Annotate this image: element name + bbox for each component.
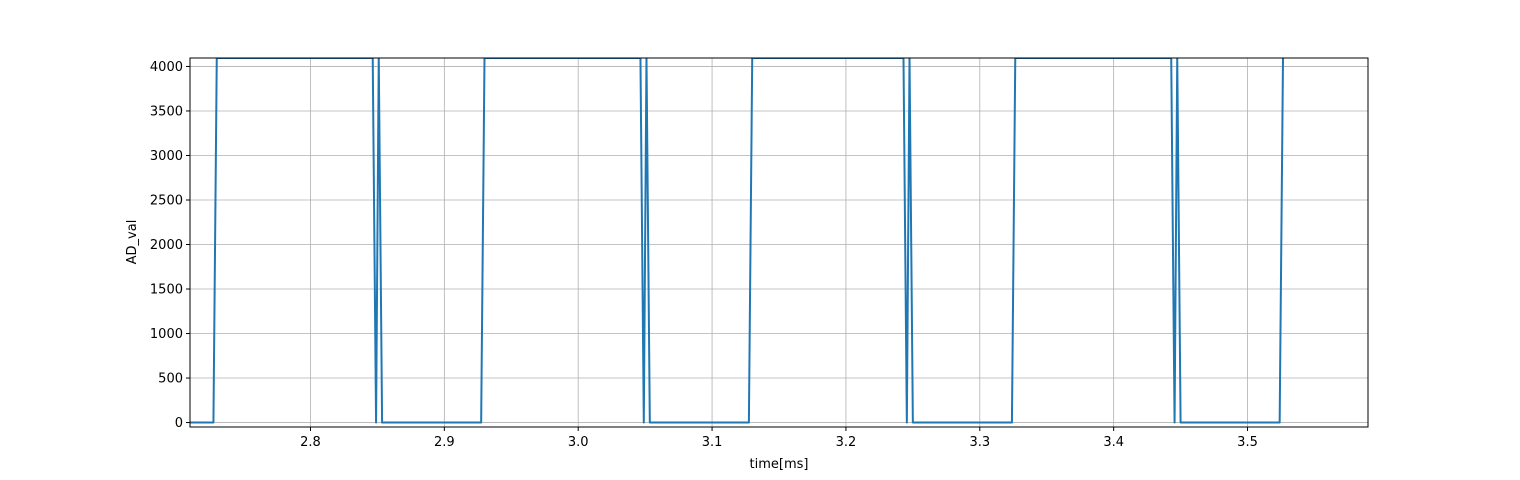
y-tick-label: 0 bbox=[175, 416, 183, 431]
x-axis-label: time[ms] bbox=[750, 457, 809, 472]
y-tick-label: 2500 bbox=[150, 193, 183, 208]
y-axis-label: AD_val bbox=[125, 220, 140, 265]
x-tick-label: 3.5 bbox=[1237, 435, 1258, 450]
y-tick-label: 3500 bbox=[150, 104, 183, 119]
plot-frame bbox=[189, 57, 1369, 428]
y-tick-label: 4000 bbox=[150, 60, 183, 75]
x-axis: 2.8 2.9 3.0 3.1 3.2 3.3 3.4 3.5 bbox=[300, 427, 1258, 450]
x-tick-label: 3.1 bbox=[702, 435, 723, 450]
grid bbox=[190, 58, 1368, 427]
y-axis: 0 500 1000 1500 2000 2500 3000 3500 4000 bbox=[150, 60, 190, 431]
x-tick-label: 2.8 bbox=[300, 435, 321, 450]
series-line bbox=[190, 58, 1284, 424]
y-tick-label: 2000 bbox=[150, 238, 183, 253]
data-layer bbox=[190, 58, 1284, 424]
y-tick-label: 1500 bbox=[150, 283, 183, 298]
y-tick-label: 3000 bbox=[150, 149, 183, 164]
x-tick-label: 2.9 bbox=[434, 435, 455, 450]
x-tick-label: 3.0 bbox=[568, 435, 589, 450]
y-tick-label: 500 bbox=[158, 372, 183, 387]
x-tick-label: 3.3 bbox=[969, 435, 990, 450]
x-tick-label: 3.4 bbox=[1103, 435, 1124, 450]
y-tick-label: 1000 bbox=[150, 327, 183, 342]
x-tick-label: 3.2 bbox=[836, 435, 857, 450]
